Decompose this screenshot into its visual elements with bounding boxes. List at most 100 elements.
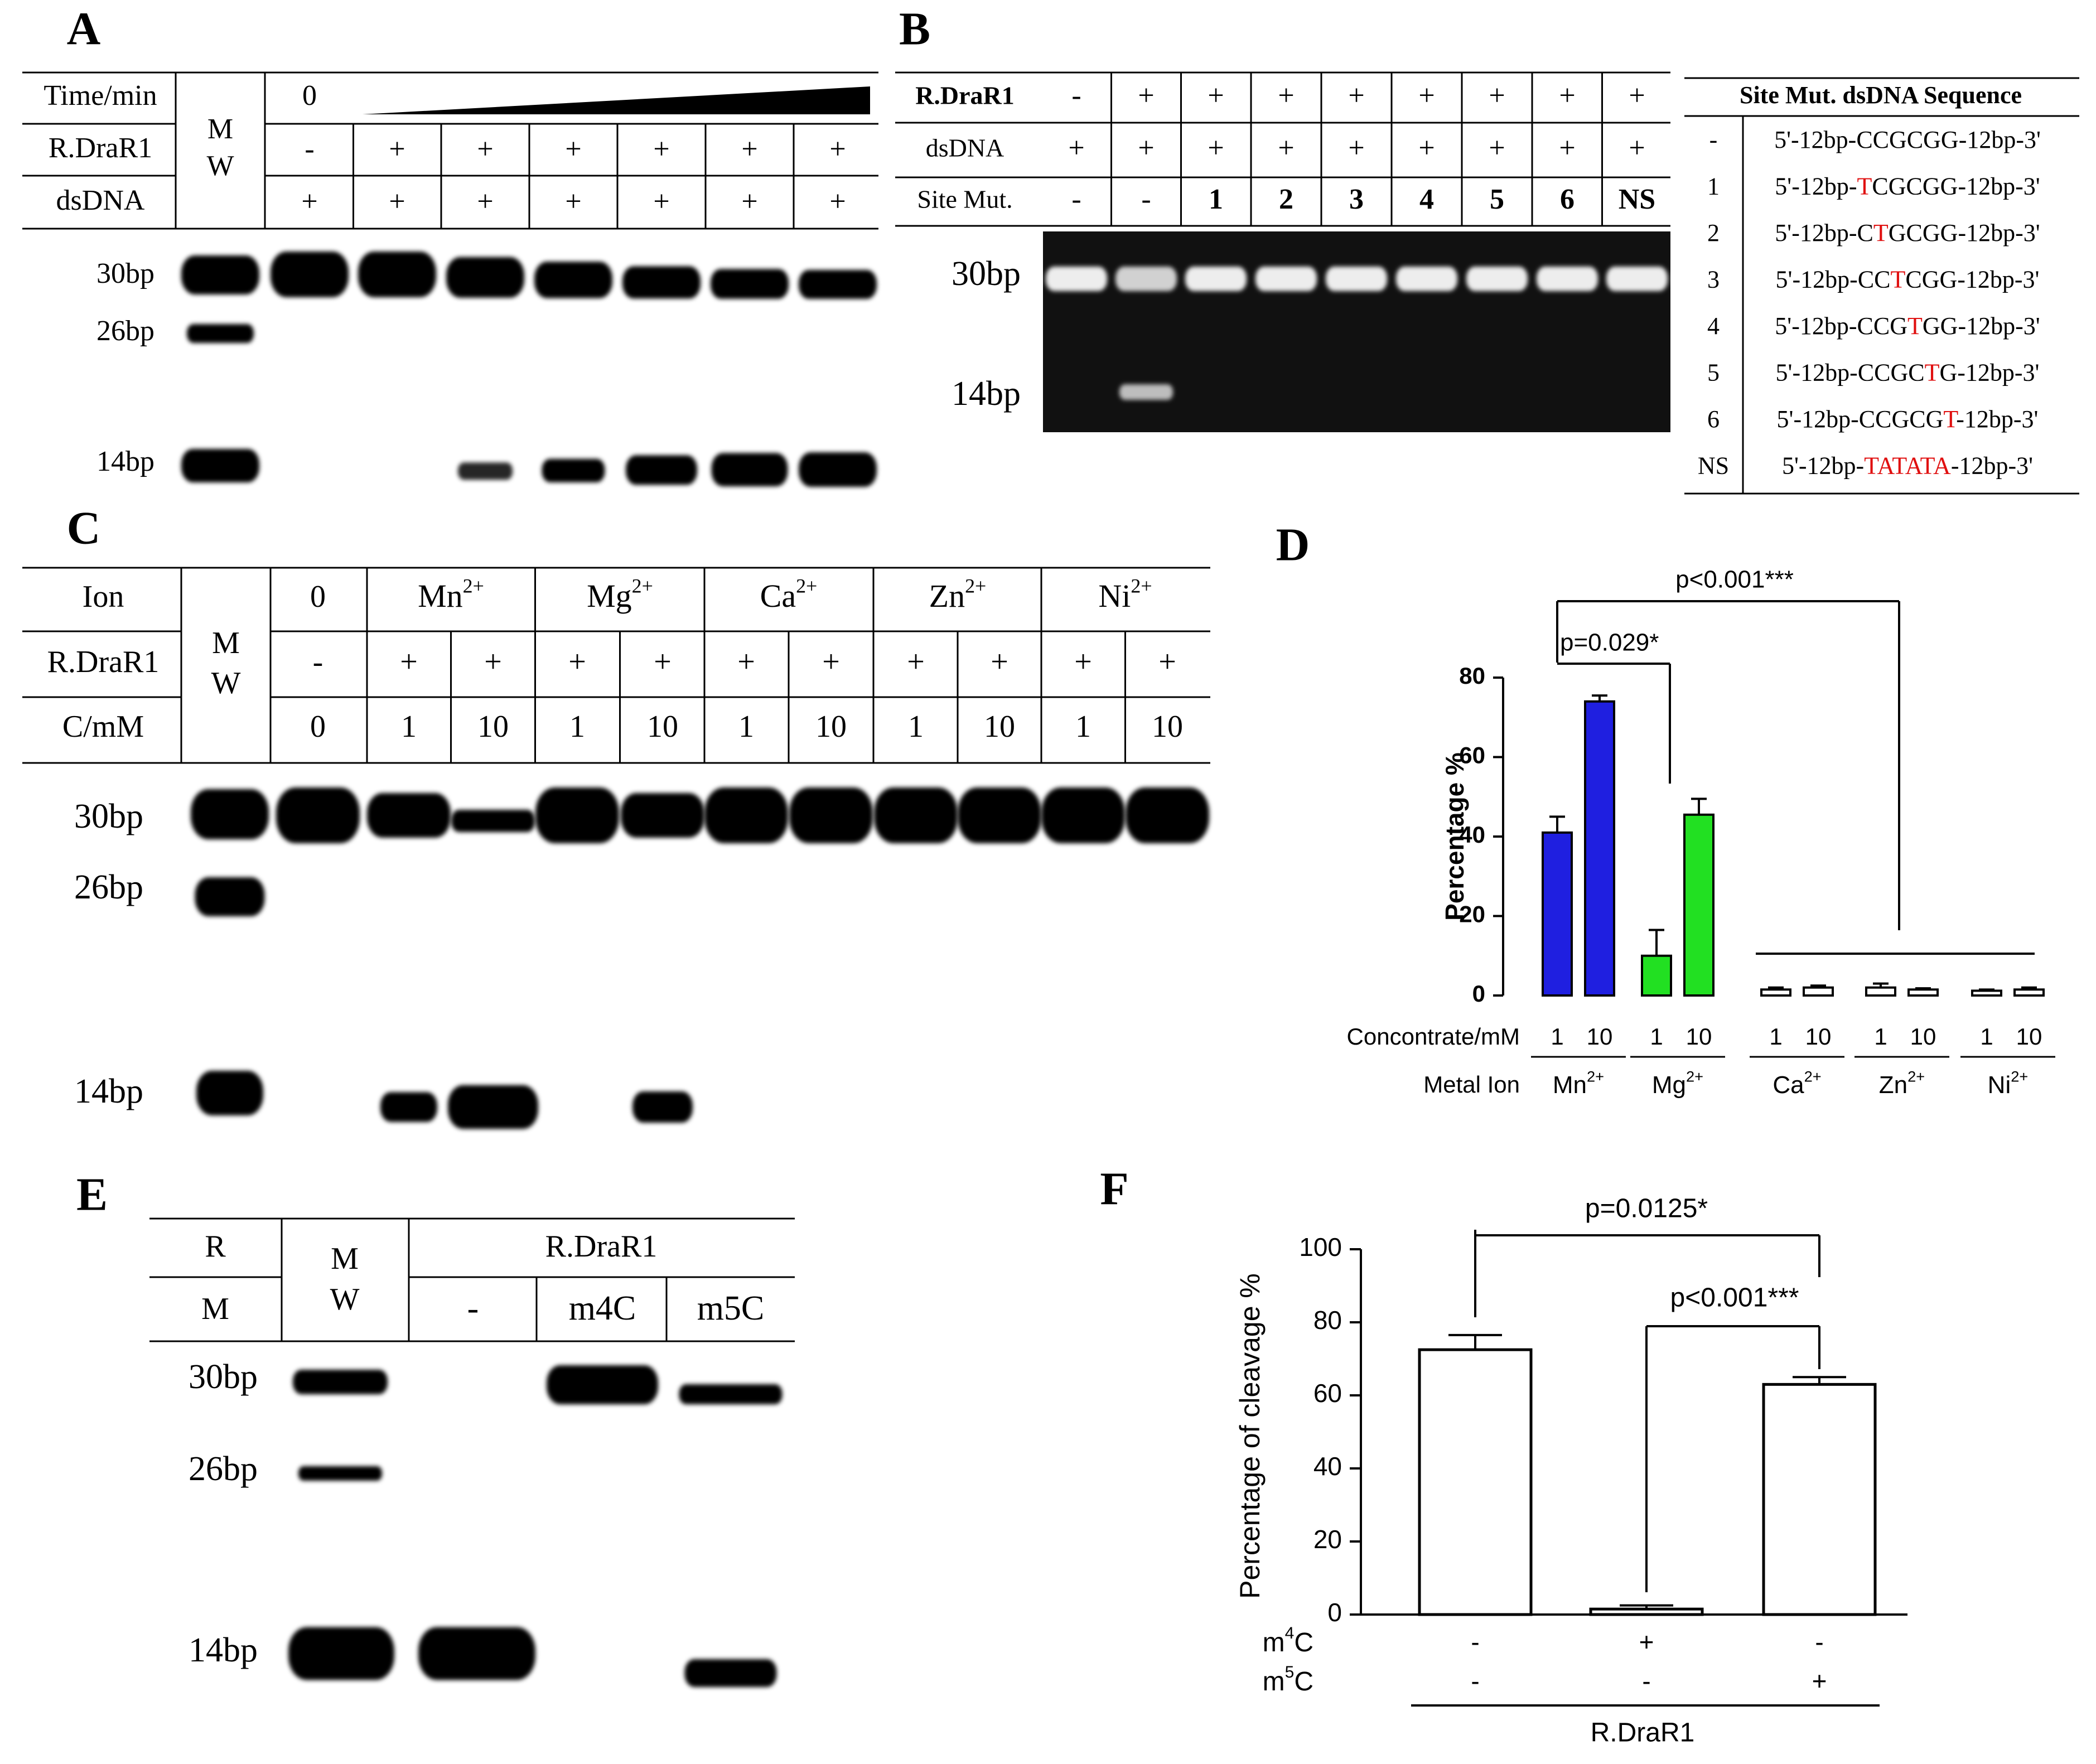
m5c-row-label: m5C	[1263, 1663, 1313, 1697]
enzyme-cell: +	[829, 133, 846, 165]
seq-text: 5'-12bp-TCGCGG-12bp-3'	[1775, 173, 2040, 200]
enzyme-cell: +	[1489, 80, 1505, 112]
lane-band-30bp	[535, 787, 619, 843]
mw-label: M	[207, 113, 233, 145]
enzyme-cell: +	[1074, 645, 1092, 679]
conc-tick-label: 1	[1650, 1023, 1663, 1050]
group-label: R.DraR1	[1591, 1718, 1695, 1748]
conc-tick-label: 1	[1769, 1023, 1782, 1050]
lane-band-30bp	[679, 1384, 783, 1404]
metal-ion-label: Ca2+	[1773, 1068, 1821, 1099]
conc-cell: 10	[477, 709, 509, 744]
y-tick-label: 80	[1313, 1306, 1342, 1335]
conc-cell: 10	[984, 709, 1015, 744]
enzyme-label: R.DraR1	[49, 132, 152, 164]
site-cell: NS	[1619, 183, 1655, 215]
panel-letter: D	[1276, 519, 1310, 571]
mw-band-26bp	[298, 1466, 382, 1481]
enzyme-cell: +	[1559, 80, 1575, 112]
site-cell: 1	[1209, 183, 1223, 215]
y-axis-title: Percentage %	[1440, 752, 1469, 921]
marker-14bp-label: 14bp	[189, 1631, 258, 1669]
time-gradient-wedge	[363, 86, 870, 114]
conc-tick-label: 1	[1980, 1023, 1993, 1050]
enzyme-cell: +	[400, 645, 418, 679]
site-cell: 6	[1560, 183, 1575, 215]
ion-name-label: Zn2+	[929, 575, 987, 614]
lane-band-30bp	[1326, 267, 1387, 291]
site-cell: -	[1071, 183, 1081, 215]
mw-band-14bp	[181, 449, 259, 482]
lane-band-14bp	[684, 1659, 777, 1687]
methyl-cell: m4C	[569, 1289, 636, 1327]
enzyme-cell: +	[1278, 80, 1294, 112]
mw-band-14bp	[288, 1627, 394, 1680]
seq-text: 5'-12bp-CCGCGT-12bp-3'	[1777, 405, 2039, 433]
p-value-annotation: p<0.001***	[1675, 566, 1794, 593]
y-tick-label: 80	[1459, 663, 1485, 689]
dna-cell: +	[1629, 132, 1645, 164]
lane-band-30bp	[451, 810, 535, 832]
enzyme-cell: +	[1418, 80, 1435, 112]
ion-name-label: Mg2+	[587, 575, 653, 614]
conc-cell: 10	[1152, 709, 1183, 744]
dna-cell: +	[1559, 132, 1575, 164]
enzyme-cell: +	[389, 133, 405, 165]
enzyme-cell: +	[1629, 80, 1645, 112]
seq-site-label: 1	[1707, 173, 1720, 200]
panel-letter: E	[76, 1168, 108, 1220]
marker-14bp-label: 14bp	[96, 446, 154, 477]
seq-text: 5'-12bp-CCGCGG-12bp-3'	[1774, 126, 2041, 153]
panel-letter: F	[1100, 1163, 1128, 1215]
dna-cell: +	[477, 186, 493, 218]
conc-tick-label: 10	[2016, 1023, 2042, 1050]
mw-label: W	[206, 150, 234, 182]
conc-tick-label: 1	[1551, 1023, 1563, 1050]
enzyme-cell: -	[313, 645, 323, 679]
lane-band-14bp	[711, 453, 788, 487]
enzyme-cell: +	[907, 645, 925, 679]
conc-cell: 1	[738, 709, 754, 744]
conc-cell: 1	[908, 709, 924, 744]
enzyme-cell: +	[1208, 80, 1224, 112]
lane-band-14bp	[632, 1091, 693, 1123]
seq-table-title: Site Mut. dsDNA Sequence	[1740, 81, 2022, 109]
metal-ion-label: Mn2+	[1553, 1068, 1604, 1099]
bar	[1683, 813, 1715, 997]
lane-band-30bp	[1115, 267, 1177, 291]
lane-band-30bp	[711, 269, 789, 299]
m5c-cell: -	[1642, 1666, 1650, 1695]
marker-30bp-label: 30bp	[189, 1358, 258, 1396]
bar	[1418, 1348, 1533, 1616]
lane-band-14bp	[542, 458, 605, 482]
y-tick-label: 0	[1472, 980, 1485, 1007]
y-tick-label: 60	[1459, 742, 1485, 769]
y-tick-label: 0	[1327, 1598, 1342, 1627]
conc-tick-label: 10	[1587, 1023, 1613, 1050]
lane-band-14bp	[380, 1092, 437, 1122]
methyl-cell: m5C	[697, 1289, 765, 1327]
site-label: Site Mut.	[917, 185, 1012, 214]
panel-a: A Time/min R.DraR1 dsDNA MW 0 - + + + + + + + + + + + + +30…	[22, 3, 878, 487]
seq-site-label: 4	[1707, 312, 1720, 340]
dna-label: dsDNA	[926, 134, 1004, 162]
mw-label: M	[212, 626, 240, 660]
dna-cell: +	[1208, 132, 1224, 164]
dna-cell: +	[829, 186, 846, 218]
m5c-cell: +	[1812, 1666, 1827, 1695]
ion-name-label: Ca2+	[760, 575, 818, 614]
bar	[1641, 954, 1672, 997]
lane-band-30bp	[1185, 267, 1247, 291]
marker-26bp-label: 26bp	[189, 1450, 258, 1488]
lane-band-30bp	[446, 257, 524, 298]
bar	[1907, 988, 1939, 997]
dna-cell: +	[1348, 132, 1364, 164]
ion-name-label: Ni2+	[1098, 575, 1152, 614]
conc-cell: 1	[569, 709, 585, 744]
enzyme-cell: +	[991, 645, 1008, 679]
enzyme-label: R.DraR1	[545, 1229, 658, 1264]
lane-band-30bp	[621, 793, 704, 838]
gel-image-dark	[1043, 231, 1670, 432]
mw-band-14bp	[196, 1071, 263, 1115]
